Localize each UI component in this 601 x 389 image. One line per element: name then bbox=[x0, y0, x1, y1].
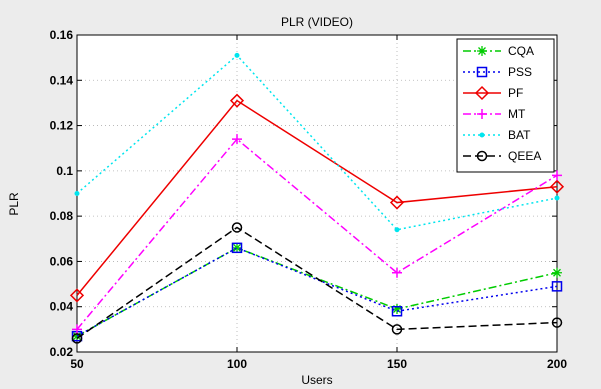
x-tick-label: 100 bbox=[227, 357, 247, 371]
data-point-bat bbox=[74, 191, 80, 196]
legend-item-mt: MT bbox=[463, 107, 526, 121]
data-point-pf bbox=[229, 93, 245, 108]
y-tick-label: 0.14 bbox=[50, 73, 74, 87]
data-point-bat bbox=[234, 52, 240, 58]
data-point-pss bbox=[391, 305, 403, 317]
legend-item-bat: BAT bbox=[463, 128, 531, 142]
legend-marker bbox=[477, 46, 487, 56]
y-tick-label: 0.1 bbox=[56, 164, 73, 178]
series-line-pss bbox=[76, 247, 558, 337]
data-point-qeea bbox=[551, 317, 563, 328]
legend-marker bbox=[474, 85, 490, 101]
series-qeea bbox=[71, 222, 563, 344]
series-pf bbox=[69, 93, 565, 303]
legend-item-cqa: CQA bbox=[463, 44, 534, 58]
legend-marker bbox=[476, 150, 488, 162]
legend-label: BAT bbox=[508, 128, 531, 142]
legend-marker bbox=[476, 66, 488, 78]
x-tick-label: 150 bbox=[387, 357, 407, 371]
series-line-pf bbox=[76, 99, 558, 296]
data-point-qeea bbox=[391, 324, 403, 335]
series-line-mt bbox=[76, 138, 558, 330]
data-point-pf bbox=[389, 195, 405, 210]
legend-marker bbox=[477, 109, 487, 119]
legend-item-pss: PSS bbox=[463, 65, 532, 79]
data-point-mt bbox=[552, 170, 562, 181]
chart-title: PLR (VIDEO) bbox=[281, 15, 353, 29]
legend-label: PF bbox=[508, 86, 523, 100]
series-line-qeea bbox=[76, 226, 558, 340]
data-point-cqa bbox=[552, 267, 562, 278]
legend-item-pf: PF bbox=[463, 85, 523, 101]
series-bat bbox=[74, 52, 560, 233]
data-point-pf bbox=[69, 288, 85, 303]
y-tick-label: 0.12 bbox=[50, 119, 74, 133]
legend-label: QEEA bbox=[508, 149, 541, 163]
data-point-pss bbox=[231, 242, 243, 254]
legend-label: MT bbox=[508, 107, 526, 121]
series-line-bat bbox=[76, 54, 558, 231]
data-point-mt bbox=[232, 134, 242, 145]
legend-box bbox=[456, 38, 555, 173]
data-point-mt bbox=[72, 324, 82, 335]
data-point-cqa bbox=[392, 303, 402, 314]
data-point-mt bbox=[392, 267, 402, 278]
data-point-qeea bbox=[231, 222, 243, 233]
legend-marker bbox=[479, 132, 485, 138]
y-tick-label: 0.04 bbox=[50, 300, 74, 314]
y-tick-label: 0.08 bbox=[50, 209, 74, 223]
data-point-bat bbox=[554, 195, 560, 201]
y-axis-label: PLR bbox=[7, 192, 21, 216]
legend-label: CQA bbox=[508, 44, 534, 58]
series-mt bbox=[72, 134, 562, 335]
y-tick-label: 0.06 bbox=[50, 254, 74, 268]
data-point-pss bbox=[551, 281, 563, 292]
data-point-pf bbox=[549, 179, 565, 194]
x-axis-label: Users bbox=[301, 373, 332, 387]
data-point-qeea bbox=[71, 333, 83, 344]
data-point-bat bbox=[394, 227, 400, 233]
y-tick-label: 0.02 bbox=[50, 345, 74, 359]
legend-item-qeea: QEEA bbox=[463, 149, 541, 163]
y-tick-label: 0.16 bbox=[50, 28, 74, 42]
x-tick-label: 50 bbox=[70, 357, 84, 371]
data-point-cqa bbox=[232, 242, 242, 253]
x-tick-label: 200 bbox=[547, 357, 567, 371]
legend-label: PSS bbox=[508, 65, 532, 79]
